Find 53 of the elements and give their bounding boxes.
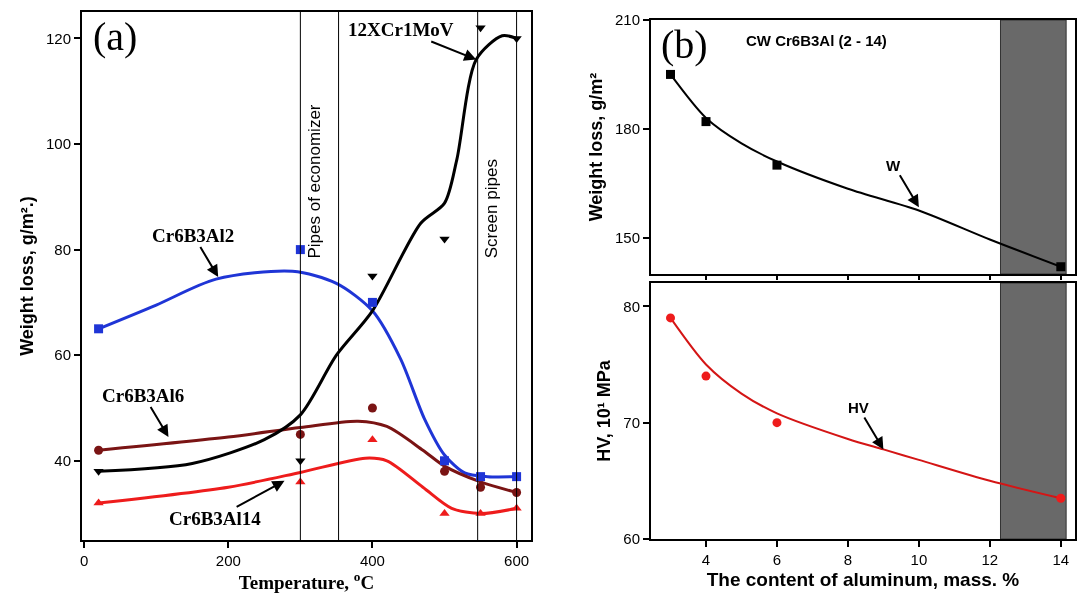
point	[440, 456, 450, 466]
point	[772, 418, 782, 428]
point	[439, 236, 450, 244]
point	[666, 69, 676, 79]
point	[94, 445, 104, 455]
chart-title: (a)	[93, 14, 138, 59]
x-tick-label: 14	[1052, 551, 1070, 568]
point	[367, 297, 377, 307]
point	[1056, 262, 1066, 272]
point	[367, 403, 377, 413]
annotation: 12XCr1MoV	[348, 19, 454, 40]
point	[772, 160, 782, 170]
x-tick-label: 10	[910, 551, 928, 568]
y-tick-label: 70	[623, 413, 640, 431]
point	[440, 466, 450, 476]
y-tick-label: 80	[623, 297, 640, 315]
x-axis-title: Temperature, $^{o}$C	[238, 569, 375, 593]
ref-line-label: Pipes of economizer	[305, 104, 325, 259]
y-axis-title: Weight loss, g/m².)	[16, 196, 37, 356]
x-tick-label: 4	[701, 551, 711, 568]
point	[666, 313, 676, 323]
x-tick-label: 6	[772, 551, 782, 568]
annotation: Cr6B3Al6	[102, 385, 185, 406]
point	[1056, 493, 1066, 503]
annotation: Cr6B3Al14	[169, 508, 262, 529]
y-axis-title: HV, 10¹ MPa	[594, 359, 615, 462]
x-tick-label: 0	[79, 552, 89, 569]
x-tick-label: 200	[215, 552, 241, 569]
y-tick-label: 150	[614, 228, 640, 246]
x-tick-label: 400	[359, 552, 385, 569]
y-tick-label: 60	[54, 346, 71, 364]
annotation: Cr6B3Al2	[152, 225, 235, 246]
y-tick-label: 180	[614, 120, 640, 138]
y-tick-label: 120	[45, 29, 71, 47]
x-tick-label: 8	[843, 551, 853, 568]
y-tick-label: 210	[614, 11, 640, 29]
y-tick-label: 60	[623, 530, 640, 548]
chart-title: (b)	[661, 22, 708, 67]
annotation: HV	[848, 399, 869, 416]
point	[701, 117, 711, 127]
y-tick-label: 40	[54, 452, 71, 470]
x-axis-title: The content of aluminum, mass. %	[706, 569, 1020, 591]
x-tick-label: 600	[504, 552, 530, 569]
y-tick-label: 80	[54, 240, 71, 258]
point	[94, 324, 104, 334]
text: CW Cr6B3Al (2 - 14)	[746, 32, 887, 49]
y-axis-title: Weight loss, g/m²	[585, 72, 606, 222]
ref-line-label: Screen pipes	[482, 159, 502, 259]
x-tick-label: 12	[981, 551, 999, 568]
point	[367, 273, 378, 281]
point	[701, 371, 711, 381]
y-tick-label: 100	[45, 135, 71, 153]
annotation: W	[886, 157, 901, 174]
